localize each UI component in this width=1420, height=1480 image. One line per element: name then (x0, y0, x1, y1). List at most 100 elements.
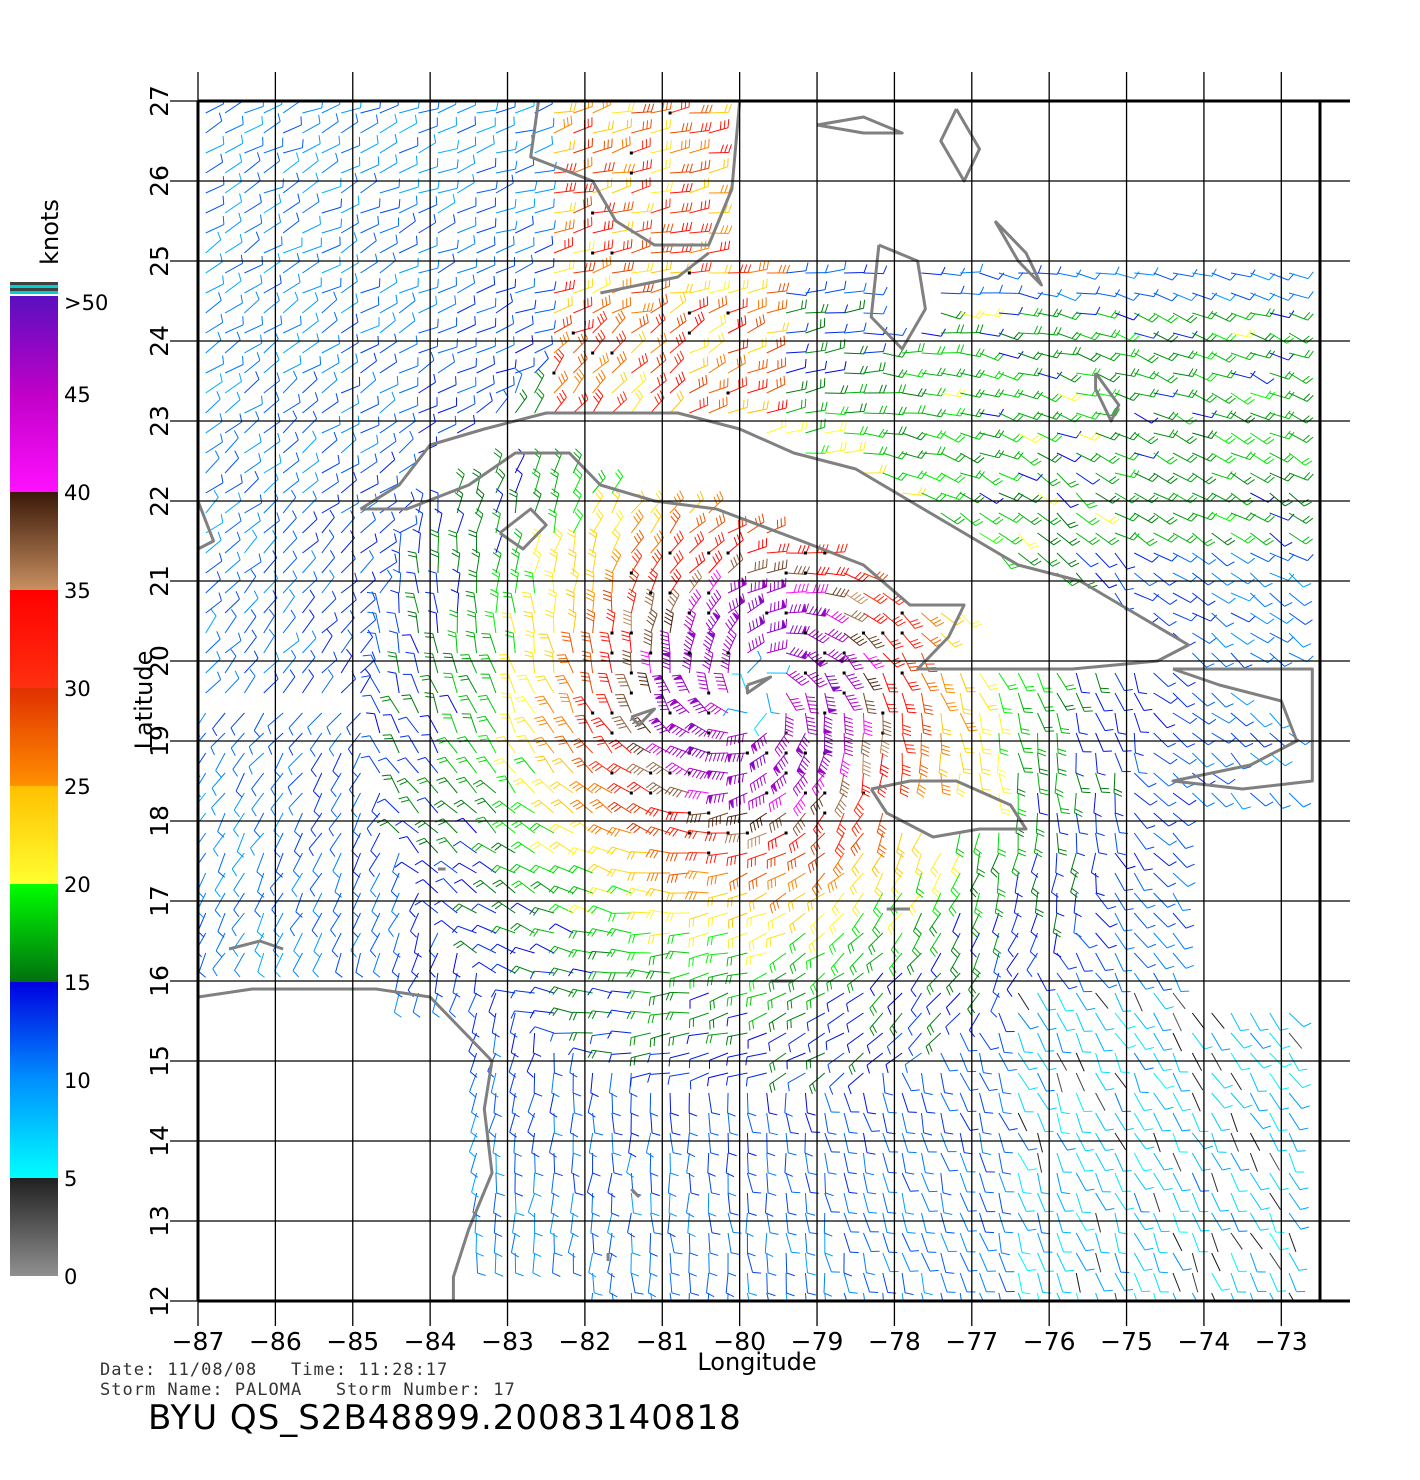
wind-barb (1153, 672, 1177, 688)
wind-barb (1133, 1192, 1150, 1213)
wind-barb (591, 1292, 594, 1301)
wind-barb (665, 892, 690, 902)
wind-barb (270, 772, 284, 797)
wind-barb (1075, 1292, 1080, 1301)
wind-barb (233, 792, 245, 818)
wind-barb (307, 712, 323, 736)
wind-barb (282, 431, 299, 454)
wind-barb (1269, 1032, 1291, 1050)
wind-barb (707, 1072, 729, 1087)
wind-barb (1191, 1172, 1210, 1192)
wind-barb (360, 198, 381, 214)
wind-barb (611, 163, 636, 174)
wind-barb (668, 530, 684, 555)
wind-barb (592, 295, 611, 314)
wind-barb (1153, 1112, 1171, 1132)
wind-barb (1095, 452, 1120, 464)
wind-barb (728, 264, 752, 274)
wind-barb (340, 353, 359, 374)
wind-barb (457, 316, 476, 334)
wind-barb (481, 633, 497, 654)
wind-barb (1095, 992, 1109, 1009)
wind-barb (1288, 1032, 1303, 1049)
wind-barb (1133, 932, 1157, 949)
wind-barb (571, 757, 594, 774)
wind-barb (1076, 352, 1101, 362)
wind-barb (282, 452, 300, 474)
wind-barb (630, 1092, 639, 1117)
wind-barb (553, 370, 569, 394)
wind-barb (688, 1172, 700, 1196)
wind-barb (921, 1292, 924, 1301)
wind-barb (490, 963, 516, 974)
wind-barb (510, 902, 535, 914)
wind-barb (746, 912, 767, 928)
wind-barb (360, 629, 374, 654)
wind-barb (611, 118, 633, 134)
wind-barb (369, 932, 381, 958)
wind-barb (1095, 1132, 1114, 1151)
wind-barb (476, 355, 496, 374)
wind-barb (976, 852, 986, 878)
wind-barb (399, 178, 420, 194)
wind-barb (746, 1092, 757, 1117)
wind-barb (688, 912, 709, 928)
wind-barb (652, 674, 671, 694)
wind-barb (998, 1152, 1012, 1175)
wind-barb (302, 215, 321, 234)
wind-barb (1095, 772, 1111, 794)
wind-barb (1211, 392, 1236, 404)
wind-barb (665, 811, 691, 821)
wind-barb (1011, 912, 1019, 938)
wind-barb (811, 872, 826, 897)
wind-barb (1075, 552, 1099, 568)
wind-barb (684, 789, 709, 800)
wind-barb (882, 1172, 898, 1194)
wind-barb (244, 453, 262, 474)
wind-barb (1075, 832, 1086, 857)
wind-barb (851, 812, 864, 837)
wind-barb (409, 892, 419, 918)
wind-barb (929, 932, 942, 958)
wind-barb (205, 552, 223, 574)
wind-barb (1095, 1052, 1111, 1074)
wind-barb (1134, 412, 1159, 424)
wind-barb (205, 313, 224, 334)
colorbar-label: 40 (64, 481, 91, 505)
wind-barb (824, 672, 842, 692)
wind-barb (649, 1032, 671, 1048)
wind-barb (708, 119, 730, 134)
wind-barb (360, 475, 379, 494)
wind-barb (529, 864, 555, 874)
wind-barb (407, 550, 420, 574)
wind-barb (282, 152, 300, 174)
wind-barb (399, 277, 419, 294)
wind-barb (747, 593, 765, 614)
wind-barb (215, 752, 226, 778)
wind-barb (747, 378, 768, 394)
wind-barb (371, 792, 381, 818)
wind-barb (650, 158, 671, 174)
wind-barb (920, 712, 932, 736)
wind-barb (846, 972, 864, 994)
wind-barb (321, 291, 338, 314)
wind-barb (552, 389, 567, 415)
wind-barb (372, 952, 381, 978)
wind-barb (392, 932, 401, 958)
wind-barb (863, 672, 883, 691)
wind-barb (824, 361, 847, 374)
wind-barb (1288, 572, 1312, 588)
wind-barb (433, 800, 458, 814)
wind-barb (1030, 852, 1039, 878)
wind-barb (959, 752, 973, 775)
wind-barb (805, 341, 828, 354)
wind-barb (377, 757, 400, 774)
wind-barb (704, 752, 729, 762)
wind-barb (1037, 1232, 1053, 1253)
wind-barb (1191, 1152, 1211, 1171)
wind-barb (689, 375, 708, 394)
wind-barb (587, 548, 597, 574)
wind-barb (708, 353, 726, 374)
wind-barb (705, 952, 729, 964)
wind-barb (224, 450, 240, 474)
